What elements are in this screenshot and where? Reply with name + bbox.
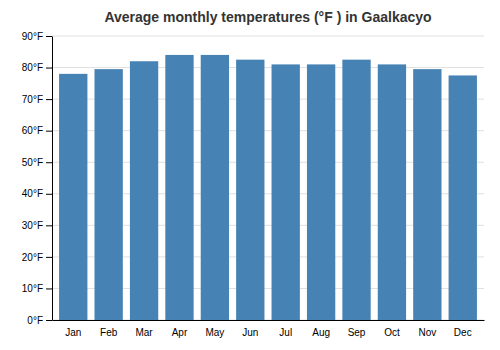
tick-label: Jul — [279, 327, 292, 338]
tick: Mar — [135, 327, 153, 338]
tick-mark — [46, 225, 52, 226]
bar — [342, 60, 370, 320]
tick-mark — [46, 162, 52, 163]
tick-mark — [46, 257, 52, 258]
tick-label: Apr — [172, 327, 188, 338]
tick: Jul — [279, 327, 292, 338]
grid-line — [52, 67, 484, 68]
tick-label: 90°F — [22, 31, 43, 42]
tick: 10°F — [22, 283, 52, 294]
tick-label: Nov — [418, 327, 436, 338]
chart-container: 0°F 10°F 20°F 30°F 40°F 50°F 60°F 70°F 80°F 90°F J… — [0, 0, 500, 350]
bar — [94, 69, 122, 320]
tick-label: Jun — [242, 327, 258, 338]
tick: Oct — [384, 327, 400, 338]
tick: Nov — [418, 327, 436, 338]
tick-label: 30°F — [22, 220, 43, 231]
tick: 0°F — [27, 315, 52, 326]
title: Average monthly temperatures (°F ) in Ga… — [104, 9, 431, 25]
tick-label: 70°F — [22, 94, 43, 105]
bar — [201, 55, 229, 320]
grid — [52, 36, 484, 320]
tick-mark — [46, 68, 52, 69]
tick-mark — [46, 131, 52, 132]
tick: Feb — [100, 327, 118, 338]
bar — [272, 64, 300, 320]
tick-mark — [46, 194, 52, 195]
grid-line — [52, 36, 484, 37]
tick-label: Aug — [312, 327, 330, 338]
tick: 70°F — [22, 94, 52, 105]
tick-label: Feb — [100, 327, 118, 338]
bar — [130, 61, 158, 320]
bar — [59, 74, 87, 320]
tick-label: Dec — [454, 327, 472, 338]
tick: 30°F — [22, 220, 52, 231]
tick-label: 20°F — [22, 252, 43, 263]
tick-mark — [46, 36, 52, 37]
tick: 40°F — [22, 188, 52, 199]
tick: Sep — [348, 327, 366, 338]
tick: 50°F — [22, 157, 52, 168]
tick: 80°F — [22, 62, 52, 73]
tick-label: Oct — [384, 327, 400, 338]
axis-line — [52, 37, 53, 321]
bar — [413, 69, 441, 320]
tick-label: 40°F — [22, 188, 43, 199]
tick-label: May — [205, 327, 224, 338]
x-axis: Jan Feb Mar Apr May Jun Jul Aug Sep Oct Nov Dec — [53, 321, 485, 339]
tick-label: Mar — [135, 327, 153, 338]
tick: Dec — [454, 327, 472, 338]
chart: 0°F 10°F 20°F 30°F 40°F 50°F 60°F 70°F 80°F 90°F J… — [0, 0, 500, 350]
tick-label: Sep — [348, 327, 366, 338]
axis-line — [53, 320, 485, 321]
tick: Aug — [312, 327, 330, 338]
tick: 90°F — [22, 31, 52, 42]
bar — [165, 55, 193, 320]
tick: Jan — [65, 327, 81, 338]
tick-label: 60°F — [22, 125, 43, 136]
tick: May — [205, 327, 224, 338]
tick-label: 0°F — [27, 315, 43, 326]
tick-label: 80°F — [22, 62, 43, 73]
tick-mark — [46, 288, 52, 289]
bar — [378, 64, 406, 320]
tick-label: 50°F — [22, 157, 43, 168]
tick-mark — [46, 320, 52, 321]
tick-mark — [46, 99, 52, 100]
tick-label: Jan — [65, 327, 81, 338]
tick: Apr — [172, 327, 188, 338]
y-axis: 0°F 10°F 20°F 30°F 40°F 50°F 60°F 70°F 80°F 90°F — [22, 31, 53, 326]
bar — [236, 60, 264, 320]
plot-area — [59, 55, 477, 320]
tick: Jun — [242, 327, 258, 338]
bar — [449, 75, 477, 320]
tick: 20°F — [22, 252, 52, 263]
bar — [307, 64, 335, 320]
tick-label: 10°F — [22, 283, 43, 294]
tick: 60°F — [22, 125, 52, 136]
